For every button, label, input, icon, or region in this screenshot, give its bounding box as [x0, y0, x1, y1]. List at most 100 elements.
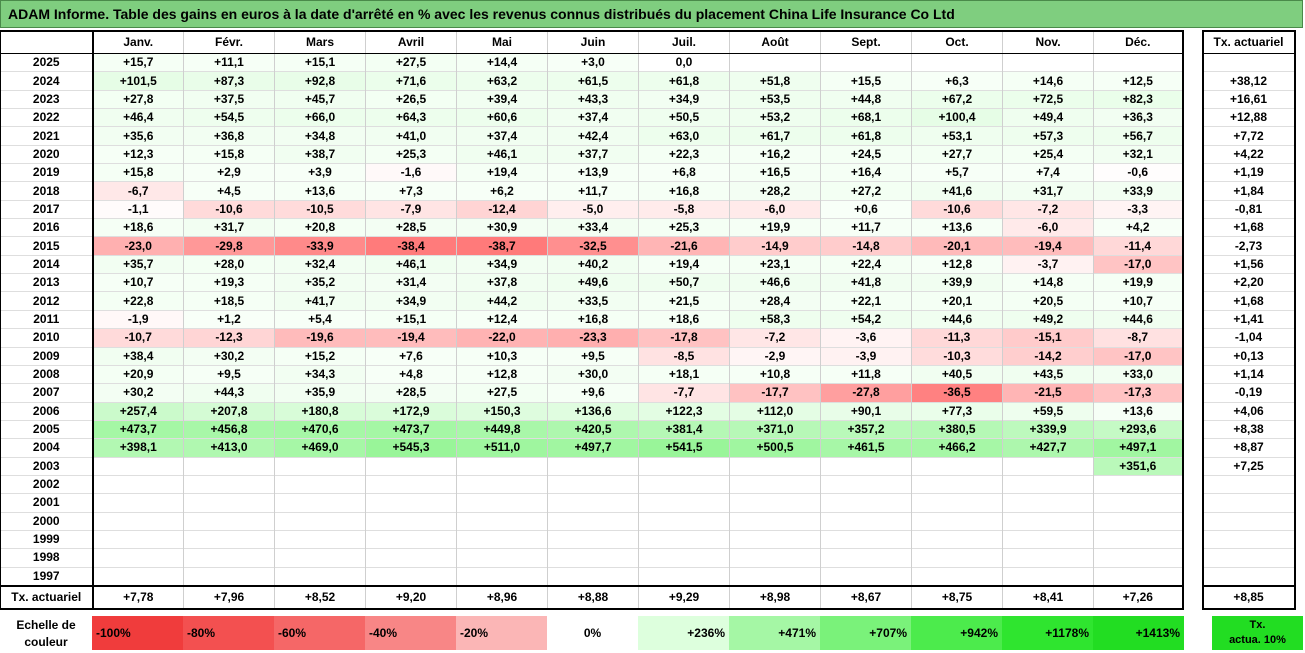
gain-cell [1093, 493, 1184, 513]
color-scale-cell: -80% [183, 616, 274, 650]
gain-cell [1002, 474, 1094, 494]
gain-cell: +37,4 [456, 126, 548, 146]
table-row: 1999 [0, 529, 1296, 549]
color-scale-cell: -100% [92, 616, 183, 650]
gain-cell: +57,3 [1002, 126, 1094, 146]
footer-label: Tx. actuariel [0, 584, 93, 610]
gain-cell: +43,3 [547, 89, 639, 109]
year-label: 2020 [0, 144, 93, 164]
gain-cell: -17,0 [1093, 254, 1184, 274]
gain-cell: +33,0 [1093, 364, 1184, 384]
gain-cell: +469,0 [274, 438, 366, 458]
gain-cell [1002, 529, 1094, 549]
gain-cell: +27,7 [911, 144, 1003, 164]
year-label: 2006 [0, 401, 93, 421]
gain-cell: +77,3 [911, 401, 1003, 421]
table-row: 2019 +15,8 +2,9 +3,9 -1,6 +19,4 +13,9 +6,8 +16,5… [0, 163, 1296, 182]
gain-cell: +22,3 [638, 144, 730, 164]
gain-cell [365, 566, 457, 587]
gain-cell [638, 456, 730, 476]
gain-cell: -21,6 [638, 236, 730, 256]
gain-cell [820, 456, 912, 476]
gain-cell: +49,6 [547, 273, 639, 292]
tx-actuariel-cell: +8,38 [1201, 419, 1296, 439]
gain-cell: +25,4 [1002, 144, 1094, 164]
gain-cell: +58,3 [729, 309, 821, 329]
gain-cell: -14,2 [1002, 346, 1094, 366]
color-scale-label-line2: couleur [24, 635, 68, 649]
column-gap [1182, 236, 1203, 256]
gain-cell: +31,4 [365, 273, 457, 292]
column-gap [1182, 585, 1203, 609]
gain-cell: +49,4 [1002, 108, 1094, 127]
gain-cell: +473,7 [365, 419, 457, 439]
tx-actuariel-cell: +8,87 [1201, 438, 1296, 458]
gain-cell: +12,5 [1093, 71, 1184, 91]
gain-cell: +101,5 [91, 71, 184, 91]
footer-tx-cell: +7,26 [1093, 584, 1184, 610]
gain-cell: +38,7 [274, 144, 366, 164]
year-label: 2018 [0, 181, 93, 201]
gain-cell: +22,1 [820, 291, 912, 311]
gain-cell [1093, 52, 1184, 72]
gain-cell: +7,3 [365, 181, 457, 201]
gain-cell: +43,5 [1002, 364, 1094, 384]
gain-cell: +34,9 [365, 291, 457, 311]
column-gap [1182, 181, 1203, 201]
table-row: 2001 [0, 493, 1296, 513]
gain-cell: +44,2 [456, 291, 548, 311]
table-row: 2009 +38,4 +30,2 +15,2 +7,6 +10,3 +9,5 -8,5 -2,9… [0, 346, 1296, 366]
tx-actuariel-cell: +1,14 [1201, 364, 1296, 384]
month-header: Mars [274, 30, 366, 54]
gain-cell: +7,4 [1002, 163, 1094, 182]
gain-cell: -10,7 [91, 328, 184, 347]
gain-cell: -12,4 [456, 199, 548, 219]
gain-cell: +31,7 [1002, 181, 1094, 201]
gain-cell: +61,7 [729, 126, 821, 146]
color-scale-cell: +1413% [1093, 616, 1184, 650]
gain-cell: +545,3 [365, 438, 457, 458]
gain-cell [91, 548, 184, 568]
gain-cell [456, 529, 548, 549]
gain-cell: -11,3 [911, 328, 1003, 347]
year-label: 2005 [0, 419, 93, 439]
footer-row: Tx. actuariel +7,78 +7,96 +8,52 +9,20 +8,96 +8… [0, 584, 1296, 610]
gain-cell: -6,0 [729, 199, 821, 219]
gain-cell: +100,4 [911, 108, 1003, 127]
gain-cell: +28,5 [365, 218, 457, 237]
gain-cell: -38,4 [365, 236, 457, 256]
gain-cell [1093, 474, 1184, 494]
gain-cell: -17,8 [638, 328, 730, 347]
column-gap [1182, 328, 1203, 347]
gain-cell: +351,6 [1093, 456, 1184, 476]
gain-cell: +3,9 [274, 163, 366, 182]
gain-cell: +12,8 [911, 254, 1003, 274]
gain-cell: +44,8 [820, 89, 912, 109]
gain-cell [183, 474, 275, 494]
gain-cell [911, 548, 1003, 568]
tx-actuariel-cell: +1,41 [1201, 309, 1296, 329]
gain-cell: +15,8 [183, 144, 275, 164]
gain-cell [274, 566, 366, 587]
gain-cell: +339,9 [1002, 419, 1094, 439]
year-label: 2025 [0, 52, 93, 72]
gain-cell: -19,6 [274, 328, 366, 347]
table-row: 2010 -10,7 -12,3 -19,6 -19,4 -22,0 -23,3 -17,8-… [0, 328, 1296, 347]
gain-cell: -15,1 [1002, 328, 1094, 347]
gain-cell [911, 493, 1003, 513]
gain-cell: +40,5 [911, 364, 1003, 384]
tx-actuariel-cell: +4,06 [1201, 401, 1296, 421]
gain-cell: +456,8 [183, 419, 275, 439]
gain-cell: -1,9 [91, 309, 184, 329]
gain-cell: +28,2 [729, 181, 821, 201]
gain-cell: +122,3 [638, 401, 730, 421]
gain-cell: +37,8 [456, 273, 548, 292]
gain-cell: +39,9 [911, 273, 1003, 292]
gain-cell: -5,0 [547, 199, 639, 219]
tx-actuariel-cell [1201, 511, 1296, 531]
gain-cell [365, 456, 457, 476]
gain-cell: +12,8 [456, 364, 548, 384]
year-label: 2023 [0, 89, 93, 109]
gain-cell: -32,5 [547, 236, 639, 256]
gain-cell: +27,5 [456, 383, 548, 403]
